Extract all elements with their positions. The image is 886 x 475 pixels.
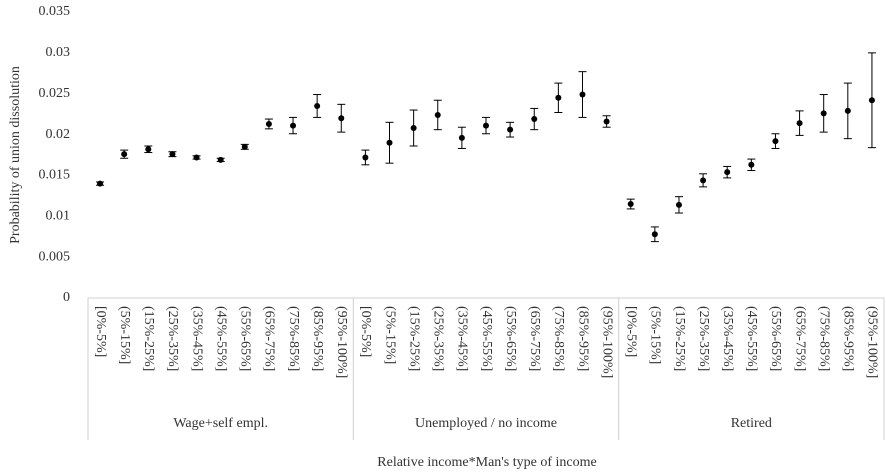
- point: [483, 122, 489, 129]
- x-tick-label: (5%-15%]: [648, 306, 663, 364]
- y-tick-label: 0.025: [39, 86, 71, 101]
- point: [507, 126, 514, 133]
- x-tick-label: (45%-55%]: [479, 306, 494, 371]
- x-tick-label: (15%-25%]: [406, 306, 421, 371]
- point: [290, 122, 297, 129]
- x-tick-label: (85%-95%]: [841, 306, 856, 371]
- point: [700, 177, 707, 184]
- point: [555, 94, 562, 101]
- x-tick-label: (55%-65%]: [503, 306, 518, 371]
- point: [338, 115, 345, 122]
- point: [531, 116, 538, 123]
- x-tick-label: (75%-85%]: [551, 306, 566, 371]
- x-tick-label: (55%-65%]: [238, 306, 253, 371]
- point: [362, 154, 369, 161]
- x-tick-label: (65%-75%]: [792, 306, 807, 371]
- y-tick-label: 0.015: [39, 168, 71, 183]
- group-label: Wage+self empl.: [173, 416, 268, 431]
- x-tick-label: (5%-15%]: [382, 306, 397, 364]
- y-tick-label: 0.005: [39, 249, 71, 264]
- x-tick-label: (75%-85%]: [286, 306, 301, 371]
- point: [410, 125, 417, 132]
- point: [458, 134, 465, 141]
- point: [603, 118, 610, 125]
- x-tick-label: (45%-55%]: [213, 306, 228, 371]
- x-tick-label: (35%-45%]: [720, 306, 735, 371]
- x-tick-label: (15%-25%]: [672, 306, 687, 371]
- point: [241, 143, 248, 150]
- point: [97, 180, 104, 187]
- point: [434, 111, 441, 118]
- x-tick-label: (95%-100%]: [334, 306, 349, 378]
- point: [651, 231, 658, 238]
- x-tick-label: [0%-5%]: [93, 306, 108, 357]
- point: [675, 201, 682, 208]
- point: [193, 154, 200, 161]
- y-tick-label: 0.02: [46, 127, 71, 142]
- point: [386, 139, 393, 146]
- x-tick-label: (35%-45%]: [189, 306, 204, 371]
- group-label: Retired: [731, 416, 772, 431]
- point: [145, 146, 152, 153]
- x-tick-label: (45%-55%]: [744, 306, 759, 371]
- x-tick-label: (55%-65%]: [768, 306, 783, 371]
- x-tick-label: (85%-95%]: [310, 306, 325, 371]
- y-tick-label: 0.01: [46, 209, 71, 224]
- x-tick-label: (85%-95%]: [575, 306, 590, 371]
- point: [627, 201, 634, 208]
- x-tick-label: (25%-35%]: [696, 306, 711, 371]
- x-tick-label: (65%-75%]: [262, 306, 277, 371]
- y-axis-title: Probability of union dissolution: [8, 66, 23, 244]
- x-tick-label: (25%-35%]: [165, 306, 180, 371]
- point: [169, 151, 176, 158]
- point: [217, 156, 224, 163]
- x-tick-label: (35%-45%]: [455, 306, 470, 371]
- point: [314, 102, 321, 109]
- x-tick-label: (25%-35%]: [431, 306, 446, 371]
- y-tick-label: 0.035: [39, 4, 71, 19]
- group-label: Unemployed / no income: [415, 416, 557, 431]
- x-tick-label: (15%-25%]: [141, 306, 156, 371]
- point: [820, 110, 827, 117]
- point: [868, 97, 875, 104]
- x-tick-label: [0%-5%]: [624, 306, 639, 357]
- x-axis-title: Relative income*Man's type of income: [377, 455, 596, 470]
- x-tick-label: (75%-85%]: [816, 306, 831, 371]
- point: [724, 169, 731, 176]
- point: [121, 151, 128, 158]
- x-tick-label: (95%-100%]: [865, 306, 880, 378]
- point: [844, 107, 851, 114]
- point: [748, 161, 755, 168]
- y-tick-label: 0.03: [46, 45, 71, 60]
- x-tick-label: [0%-5%]: [358, 306, 373, 357]
- x-tick-label: (95%-100%]: [599, 306, 614, 378]
- x-tick-label: (65%-75%]: [527, 306, 542, 371]
- y-tick-label: 0: [63, 290, 70, 305]
- point: [265, 120, 272, 127]
- x-tick-label: (5%-15%]: [117, 306, 132, 364]
- point: [796, 120, 803, 127]
- point: [579, 91, 586, 98]
- point: [772, 138, 779, 145]
